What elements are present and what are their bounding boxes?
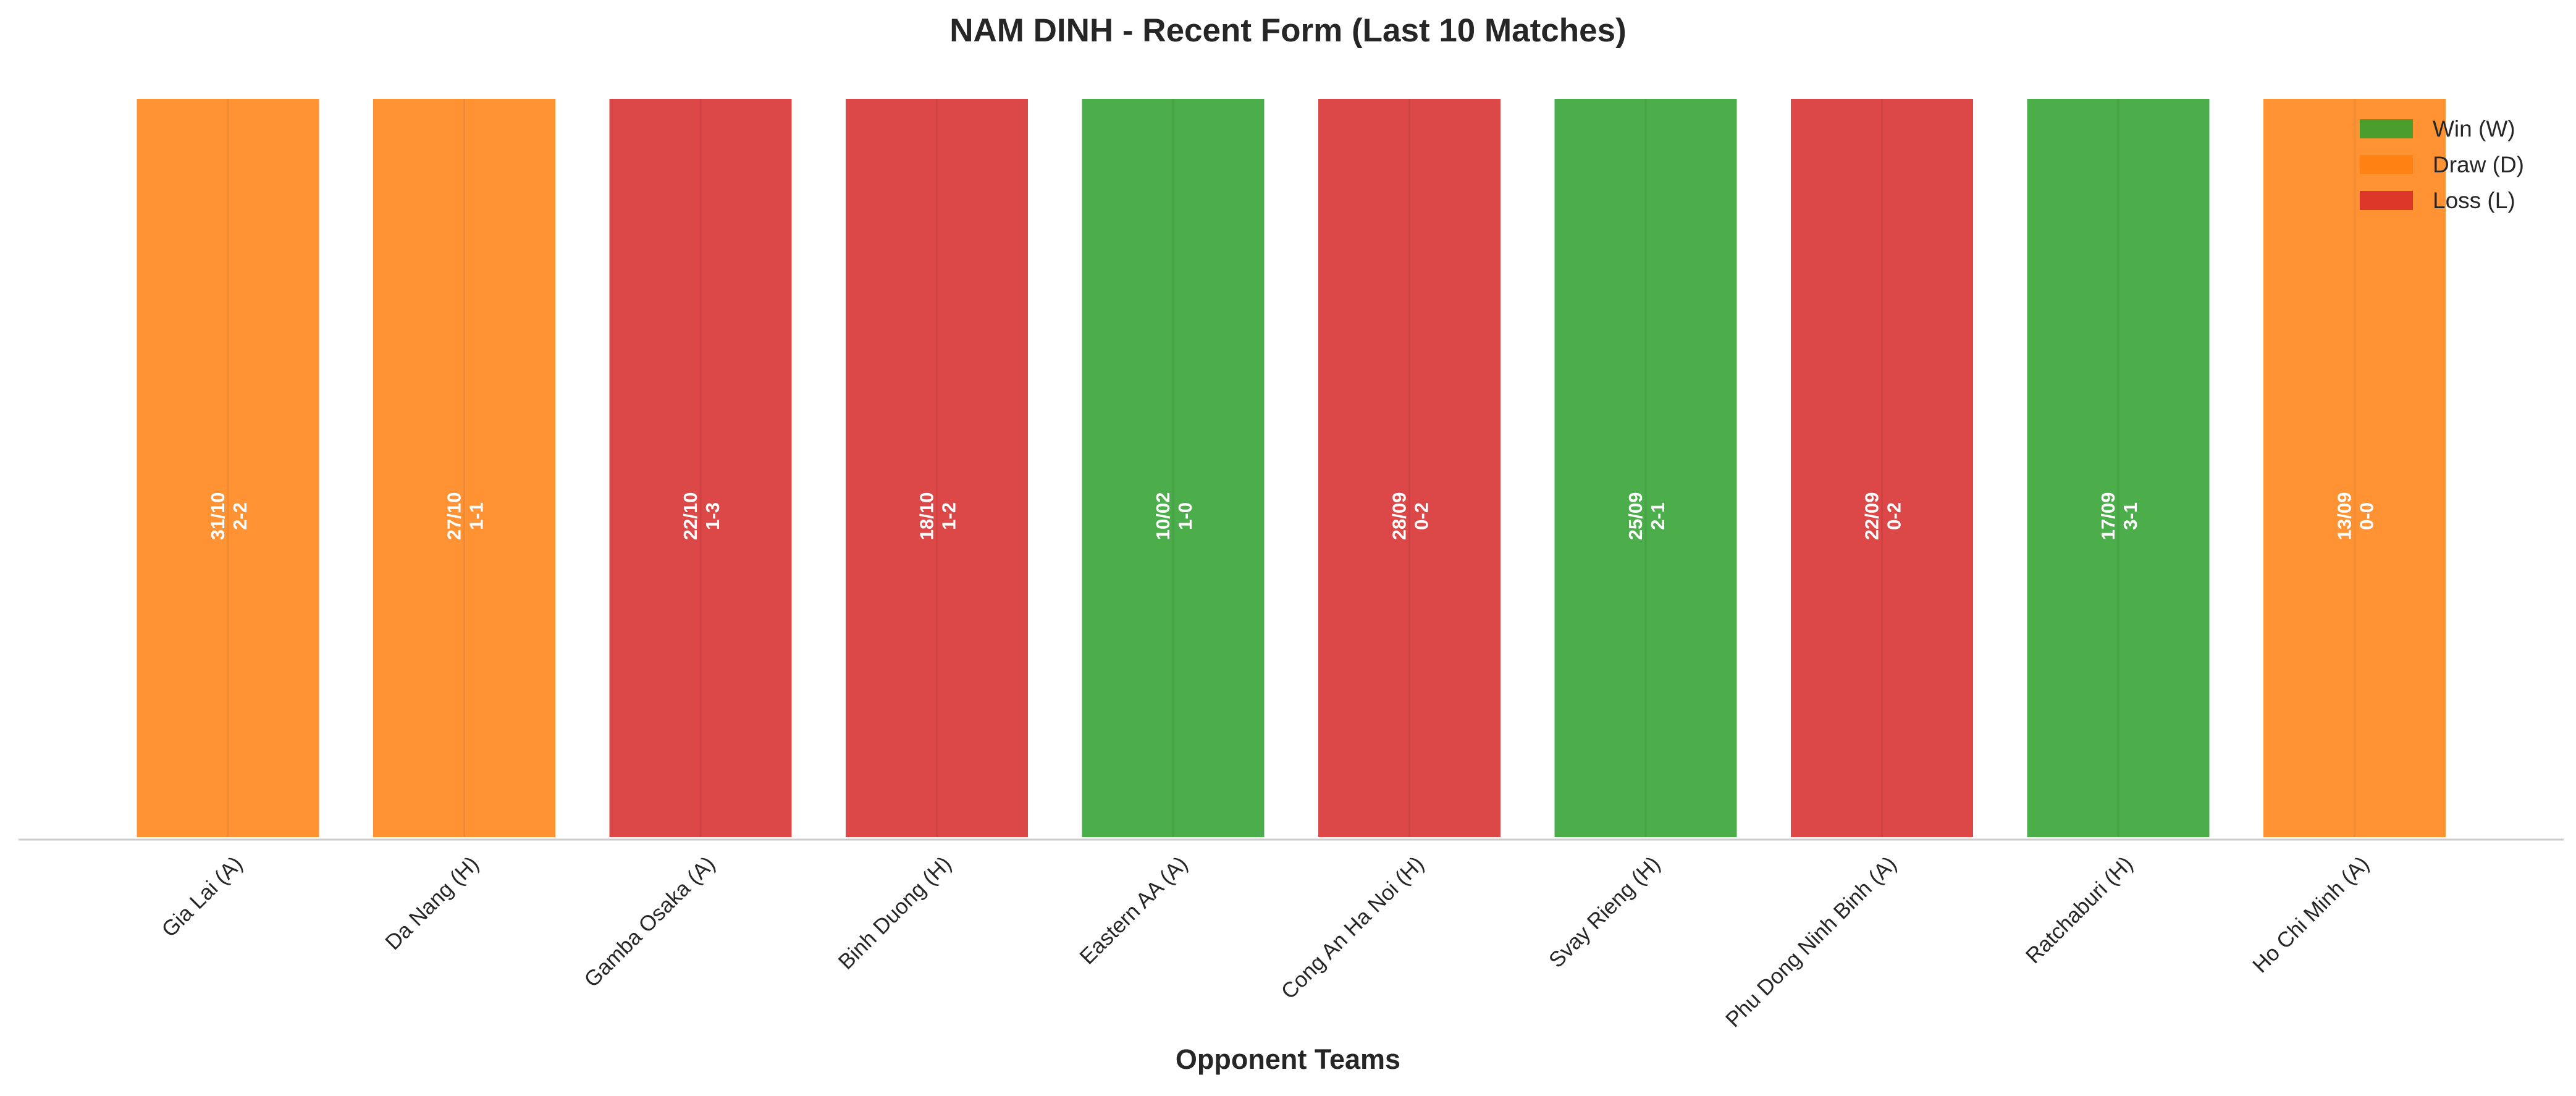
x-tick-label-7: Svay Rieng (H) [1544, 852, 1665, 972]
legend-label-l: Loss (L) [2433, 188, 2515, 213]
bar-date-8: 22/09 [1861, 492, 1883, 541]
bar-2 [371, 96, 558, 840]
bar-9 [2024, 96, 2212, 840]
bar-1 [134, 96, 322, 840]
bar-data-label-4: 18/101-2 [916, 492, 960, 541]
bars-layer: 31/102-2 27/101-1 22/101-3 18/101-2 10/021-0… [134, 96, 2448, 840]
bar-data-label-6: 28/090-2 [1389, 492, 1433, 541]
bar-date-6: 28/09 [1389, 492, 1410, 541]
bar-date-7: 25/09 [1625, 492, 1646, 541]
bar-date-5: 10/02 [1152, 492, 1174, 541]
bar-10 [2261, 96, 2448, 840]
bar-score-8: 0-2 [1884, 502, 1905, 530]
x-tick-label-9: Ratchaburi (H) [2021, 852, 2137, 968]
bar-score-3: 1-3 [702, 502, 723, 530]
x-tick-label-3: Gamba Osaka (A) [579, 852, 720, 992]
bar-data-label-7: 25/092-1 [1625, 492, 1669, 541]
bar-data-label-5: 10/021-0 [1152, 492, 1196, 541]
bar-score-5: 1-0 [1174, 502, 1196, 530]
legend-swatch-d [2360, 155, 2413, 174]
bar-score-4: 1-2 [938, 502, 960, 530]
bar-score-10: 0-0 [2356, 502, 2378, 530]
bar-data-label-2: 27/101-1 [444, 492, 487, 541]
bar-date-4: 18/10 [916, 492, 938, 541]
x-tick-label-2: Da Nang (H) [381, 852, 483, 955]
x-tick-label-8: Phu Dong Ninh Binh (A) [1721, 852, 1901, 1032]
x-axis-label: Opponent Teams [1176, 1043, 1400, 1075]
x-tick-label-1: Gia Lai (A) [157, 852, 247, 942]
legend: Win (W) Draw (D) Loss (L) [2360, 116, 2524, 213]
bar-data-label-10: 13/090-0 [2334, 492, 2378, 541]
legend-label-d: Draw (D) [2433, 152, 2524, 177]
bar-4 [843, 96, 1030, 840]
bar-7 [1552, 96, 1740, 840]
bar-score-7: 2-1 [1647, 502, 1669, 530]
bar-score-9: 3-1 [2119, 502, 2141, 530]
chart-title: NAM DINH - Recent Form (Last 10 Matches) [949, 12, 1627, 49]
bar-3 [607, 96, 794, 840]
bar-8 [1788, 96, 1976, 840]
bar-score-6: 0-2 [1411, 502, 1433, 530]
bar-6 [1316, 96, 1503, 840]
x-tick-label-5: Eastern AA (A) [1075, 852, 1192, 969]
x-tick-label-6: Cong An Ha Noi (H) [1276, 852, 1428, 1004]
bar-date-9: 17/09 [2097, 492, 2119, 541]
legend-swatch-l [2360, 191, 2413, 210]
bar-data-label-1: 31/102-2 [207, 492, 251, 541]
bar-date-2: 27/10 [444, 492, 465, 541]
legend-swatch-w [2360, 119, 2413, 138]
x-tick-label-10: Ho Chi Minh (A) [2248, 852, 2374, 978]
legend-label-w: Win (W) [2433, 116, 2515, 141]
bar-data-label-8: 22/090-2 [1861, 492, 1905, 541]
bar-date-1: 31/10 [207, 492, 229, 541]
x-tick-labels: Gia Lai (A) Da Nang (H) Gamba Osaka (A) Bin… [157, 852, 2373, 1032]
bar-data-label-3: 22/101-3 [680, 492, 723, 541]
x-tick-label-4: Binh Duong (H) [834, 852, 956, 974]
bar-score-1: 2-2 [229, 502, 251, 530]
bar-date-3: 22/10 [680, 492, 701, 541]
bar-score-2: 1-1 [466, 502, 487, 530]
bar-date-10: 13/09 [2334, 492, 2355, 541]
bar-5 [1079, 96, 1267, 840]
bar-data-label-9: 17/093-1 [2097, 492, 2141, 541]
